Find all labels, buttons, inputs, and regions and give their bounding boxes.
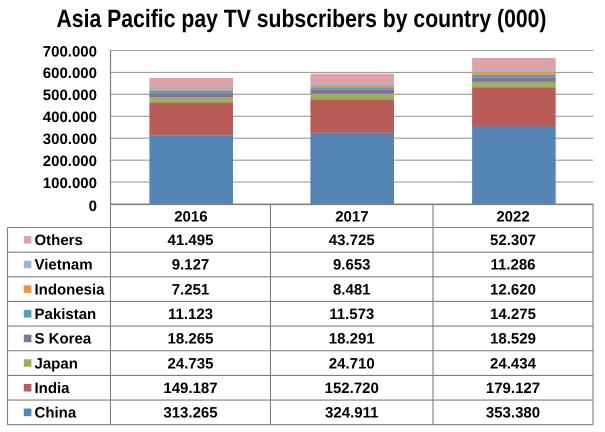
svg-text:Asia Pacific pay TV subscriber: Asia Pacific pay TV subscribers by count… [57,5,547,33]
svg-text:14.275: 14.275 [490,306,536,323]
svg-text:149.187: 149.187 [163,380,217,397]
svg-text:179.127: 179.127 [486,380,540,397]
svg-text:China: China [35,405,77,422]
svg-text:11.286: 11.286 [490,257,535,274]
svg-text:18.291: 18.291 [329,331,375,348]
svg-text:2022: 2022 [496,209,529,226]
svg-text:11.123: 11.123 [168,306,213,323]
svg-text:S Korea: S Korea [35,331,92,348]
svg-text:11.573: 11.573 [329,306,374,323]
svg-text:0: 0 [89,198,97,215]
svg-text:43.725: 43.725 [329,232,375,249]
svg-text:52.307: 52.307 [490,232,536,249]
svg-text:18.265: 18.265 [168,331,214,348]
svg-text:353.380: 353.380 [486,405,540,422]
svg-text:India: India [35,380,71,397]
svg-text:100.000: 100.000 [43,175,97,192]
svg-text:324.911: 324.911 [325,405,378,422]
svg-text:300.000: 300.000 [43,131,97,148]
svg-text:Japan: Japan [35,355,78,372]
svg-text:700.000: 700.000 [43,43,97,60]
svg-text:24.434: 24.434 [490,355,537,372]
svg-text:600.000: 600.000 [43,65,97,82]
svg-text:7.251: 7.251 [172,281,210,298]
svg-text:200.000: 200.000 [43,153,97,170]
svg-text:Indonesia: Indonesia [35,281,106,298]
svg-text:313.265: 313.265 [163,405,217,422]
svg-text:500.000: 500.000 [43,87,97,104]
svg-text:12.620: 12.620 [490,281,536,298]
svg-text:2017: 2017 [335,209,368,226]
svg-text:152.720: 152.720 [325,380,379,397]
svg-text:Pakistan: Pakistan [35,306,97,323]
svg-text:2016: 2016 [174,209,207,226]
svg-text:41.495: 41.495 [168,232,214,249]
svg-text:Vietnam: Vietnam [35,257,93,274]
svg-text:400.000: 400.000 [43,109,97,126]
svg-text:Others: Others [35,232,83,249]
svg-text:8.481: 8.481 [333,281,371,298]
svg-text:24.710: 24.710 [329,355,375,372]
svg-text:9.127: 9.127 [172,257,210,274]
svg-text:24.735: 24.735 [168,355,214,372]
svg-text:9.653: 9.653 [333,257,371,274]
svg-text:18.529: 18.529 [490,331,536,348]
